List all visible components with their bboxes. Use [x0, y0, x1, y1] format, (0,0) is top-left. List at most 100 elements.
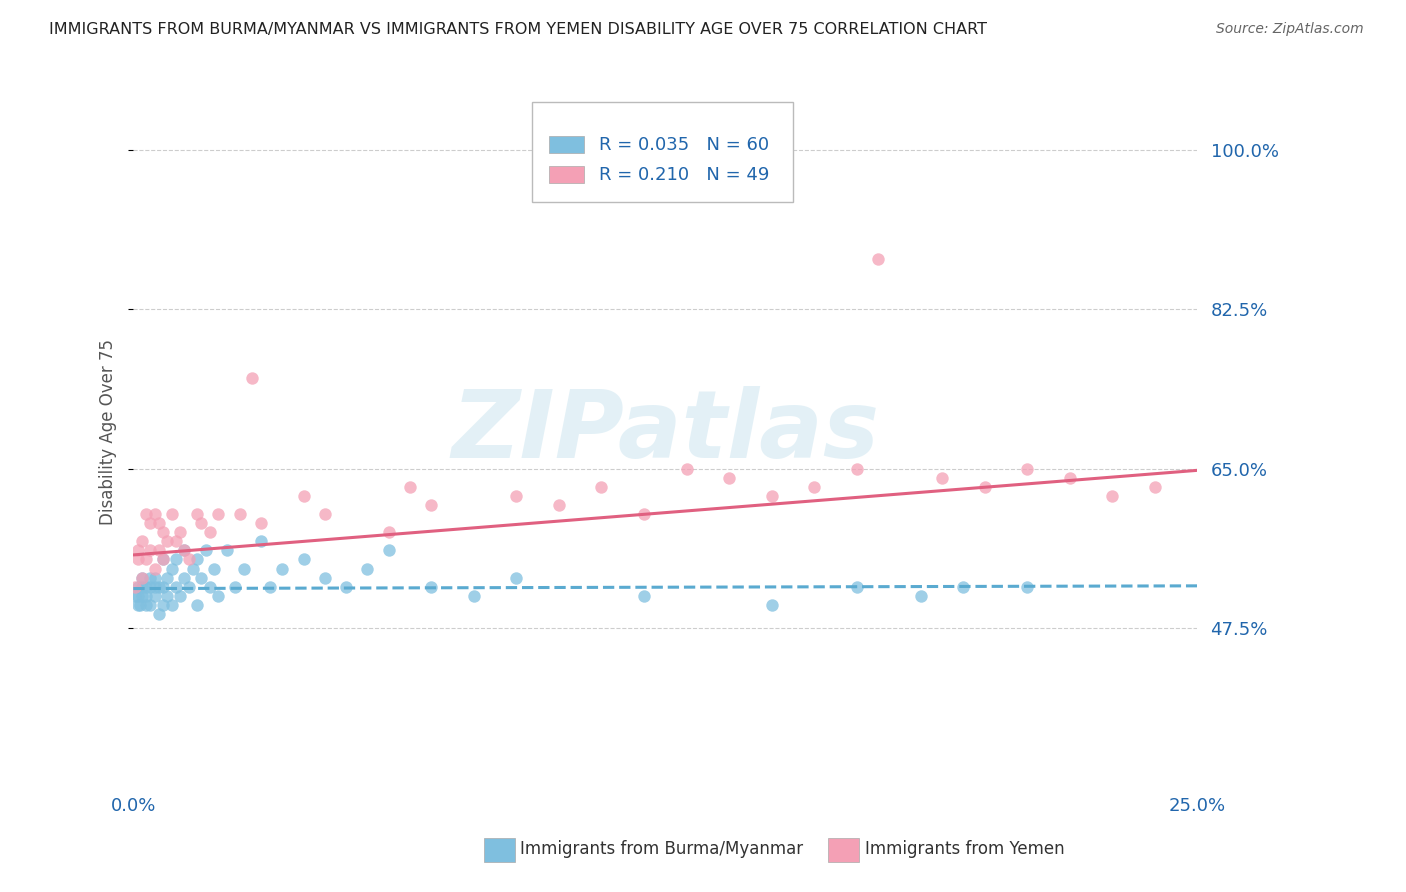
FancyBboxPatch shape — [550, 136, 585, 153]
Point — [173, 543, 195, 558]
Point — [127, 543, 149, 558]
Point — [135, 552, 157, 566]
Y-axis label: Disability Age Over 75: Disability Age Over 75 — [100, 339, 117, 525]
Point — [139, 598, 162, 612]
Point — [156, 534, 179, 549]
Point — [250, 534, 273, 549]
Point — [356, 561, 378, 575]
Point — [633, 507, 655, 521]
Point — [845, 461, 868, 475]
Point — [160, 598, 183, 612]
Point — [135, 598, 157, 612]
Text: Source: ZipAtlas.com: Source: ZipAtlas.com — [1216, 22, 1364, 37]
Point — [505, 489, 527, 503]
Point — [931, 470, 953, 484]
Point — [160, 561, 183, 575]
Point — [224, 580, 246, 594]
Point — [152, 552, 174, 566]
Point — [399, 480, 422, 494]
Point — [548, 498, 571, 512]
Point — [127, 552, 149, 566]
Point — [190, 571, 212, 585]
Point — [127, 589, 149, 603]
Point — [335, 580, 357, 594]
Point — [314, 507, 336, 521]
Point — [198, 525, 221, 540]
Point — [190, 516, 212, 530]
Point — [675, 461, 697, 475]
Point — [173, 571, 195, 585]
Point — [131, 589, 153, 603]
Point — [1017, 580, 1039, 594]
Point — [215, 543, 238, 558]
Text: IMMIGRANTS FROM BURMA/MYANMAR VS IMMIGRANTS FROM YEMEN DISABILITY AGE OVER 75 CO: IMMIGRANTS FROM BURMA/MYANMAR VS IMMIGRA… — [49, 22, 987, 37]
Point — [242, 370, 264, 384]
Point — [139, 516, 162, 530]
Point — [177, 580, 200, 594]
FancyBboxPatch shape — [550, 167, 585, 184]
Text: R = 0.210   N = 49: R = 0.210 N = 49 — [599, 166, 769, 184]
Point — [148, 607, 170, 621]
Point — [207, 589, 229, 603]
Point — [165, 580, 187, 594]
Text: ZIPatlas: ZIPatlas — [451, 386, 879, 478]
Point — [169, 525, 191, 540]
Point — [143, 507, 166, 521]
Point — [148, 516, 170, 530]
Point — [1143, 480, 1166, 494]
Point — [135, 507, 157, 521]
Text: Immigrants from Burma/Myanmar: Immigrants from Burma/Myanmar — [520, 840, 803, 858]
Point — [761, 489, 783, 503]
Point — [186, 598, 208, 612]
Point — [505, 571, 527, 585]
Point — [202, 561, 225, 575]
Point — [128, 598, 150, 612]
Point — [131, 571, 153, 585]
FancyBboxPatch shape — [533, 103, 793, 202]
Point — [124, 589, 146, 603]
Point — [131, 534, 153, 549]
Point — [377, 525, 399, 540]
Point — [152, 580, 174, 594]
Point — [314, 571, 336, 585]
Point — [250, 516, 273, 530]
Point — [127, 598, 149, 612]
Point — [169, 589, 191, 603]
Point — [135, 580, 157, 594]
Text: R = 0.035   N = 60: R = 0.035 N = 60 — [599, 136, 769, 153]
Point — [259, 580, 281, 594]
Point — [718, 470, 741, 484]
Point — [910, 589, 932, 603]
Point — [173, 543, 195, 558]
Point — [148, 580, 170, 594]
Point — [803, 480, 825, 494]
Point — [845, 580, 868, 594]
Point — [952, 580, 974, 594]
Point — [633, 589, 655, 603]
Point — [1059, 470, 1081, 484]
Point — [139, 543, 162, 558]
Point — [233, 561, 256, 575]
Point — [127, 580, 149, 594]
Point — [292, 489, 315, 503]
Text: Immigrants from Yemen: Immigrants from Yemen — [865, 840, 1064, 858]
Point — [463, 589, 485, 603]
Point — [420, 580, 443, 594]
Point — [131, 580, 153, 594]
Point — [143, 580, 166, 594]
Point — [143, 571, 166, 585]
Point — [194, 543, 217, 558]
Point — [148, 543, 170, 558]
Point — [868, 252, 890, 267]
Point — [160, 507, 183, 521]
Point — [973, 480, 995, 494]
Point — [377, 543, 399, 558]
Point — [186, 507, 208, 521]
Point — [152, 552, 174, 566]
Point — [139, 580, 162, 594]
Point — [1101, 489, 1123, 503]
Point — [152, 598, 174, 612]
Point — [229, 507, 252, 521]
Point — [124, 580, 146, 594]
Point — [143, 561, 166, 575]
